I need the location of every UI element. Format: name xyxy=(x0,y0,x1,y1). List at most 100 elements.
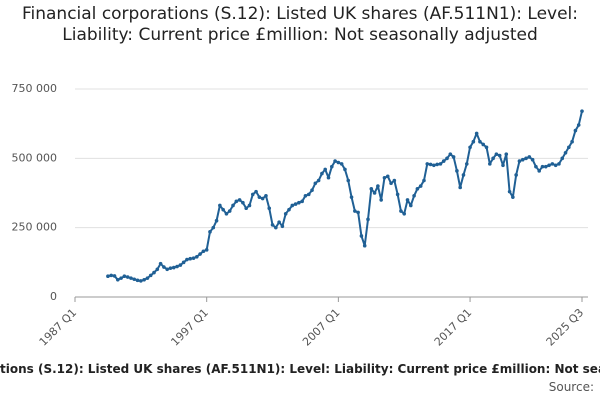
data-point xyxy=(277,220,281,224)
data-point xyxy=(191,256,196,260)
data-point xyxy=(422,178,426,183)
data-point xyxy=(303,193,308,198)
data-point xyxy=(218,203,222,208)
footer-title: Financial corporations (S.12): Listed UK… xyxy=(0,362,600,376)
data-point xyxy=(451,155,456,159)
data-point xyxy=(297,200,301,205)
data-point xyxy=(158,261,163,266)
data-point xyxy=(511,195,515,199)
data-point xyxy=(570,139,574,144)
data-point xyxy=(260,196,265,201)
data-point xyxy=(362,243,367,248)
data-point xyxy=(471,139,476,144)
data-point xyxy=(300,199,304,204)
data-point xyxy=(204,248,209,252)
data-point xyxy=(563,150,568,155)
data-point xyxy=(494,152,499,156)
data-point xyxy=(560,156,565,161)
data-point xyxy=(428,162,433,167)
data-point xyxy=(573,128,578,133)
data-point xyxy=(441,159,446,163)
data-point xyxy=(464,162,469,166)
x-tick-label: 1997 Q1 xyxy=(168,306,211,349)
data-point xyxy=(501,163,505,168)
data-point xyxy=(106,274,110,279)
data-point xyxy=(148,273,153,278)
data-point xyxy=(385,174,390,179)
data-point xyxy=(415,187,420,191)
data-point xyxy=(231,203,235,208)
data-point xyxy=(409,203,413,208)
data-point xyxy=(323,167,328,172)
data-point xyxy=(537,169,542,173)
data-point xyxy=(484,145,489,150)
data-point xyxy=(320,171,324,176)
data-point xyxy=(135,278,140,283)
data-point xyxy=(395,192,400,197)
data-point xyxy=(524,156,528,161)
data-point xyxy=(221,207,225,212)
data-point xyxy=(339,162,344,166)
data-point xyxy=(412,193,416,198)
source: Source: xyxy=(548,380,594,394)
data-point xyxy=(461,173,466,177)
data-point xyxy=(369,187,374,191)
y-tick-label: 250 000 xyxy=(12,221,58,234)
data-point xyxy=(517,159,522,163)
data-point xyxy=(214,218,219,223)
data-point xyxy=(119,276,123,280)
data-point xyxy=(520,157,525,162)
data-point xyxy=(527,155,532,159)
data-point xyxy=(389,181,393,186)
data-point xyxy=(247,203,252,208)
data-point xyxy=(250,192,255,197)
data-point xyxy=(504,152,509,156)
data-point xyxy=(349,195,354,199)
data-point xyxy=(356,210,360,215)
data-point xyxy=(145,276,150,280)
footer-text: Financial corporations (S.12): Listed UK… xyxy=(0,362,600,376)
data-point xyxy=(550,162,555,166)
data-point xyxy=(185,257,189,262)
data-point xyxy=(208,230,212,234)
y-tick-label: 750 000 xyxy=(12,82,58,95)
data-point xyxy=(237,198,242,202)
data-point xyxy=(359,234,364,238)
x-tick-label: 1987 Q1 xyxy=(37,306,80,349)
data-point xyxy=(132,277,137,282)
data-point xyxy=(474,131,479,136)
data-point xyxy=(274,225,278,230)
data-point xyxy=(468,145,472,150)
data-point xyxy=(211,225,216,230)
data-point xyxy=(264,193,268,198)
data-point xyxy=(402,212,407,216)
data-point xyxy=(399,209,403,213)
data-point xyxy=(425,162,430,166)
data-point xyxy=(418,184,423,188)
data-point xyxy=(557,162,561,166)
data-point xyxy=(306,192,311,197)
data-point xyxy=(445,156,449,161)
data-point xyxy=(543,164,548,169)
data-point xyxy=(198,252,202,256)
data-point xyxy=(139,279,143,283)
data-point xyxy=(257,195,262,199)
data-point xyxy=(162,265,166,269)
y-tick-label: 500 000 xyxy=(12,151,58,164)
data-point xyxy=(234,199,239,204)
data-point xyxy=(553,163,558,168)
data-point xyxy=(497,153,502,158)
data-point xyxy=(188,256,193,261)
data-point xyxy=(392,178,397,183)
data-point xyxy=(313,181,318,186)
data-point xyxy=(109,273,114,278)
data-point xyxy=(353,209,357,213)
data-point xyxy=(270,223,275,227)
data-point xyxy=(310,188,314,193)
data-point xyxy=(267,206,272,211)
data-point xyxy=(181,260,186,265)
data-point xyxy=(178,263,183,267)
data-point xyxy=(448,152,453,156)
data-point xyxy=(254,189,258,194)
